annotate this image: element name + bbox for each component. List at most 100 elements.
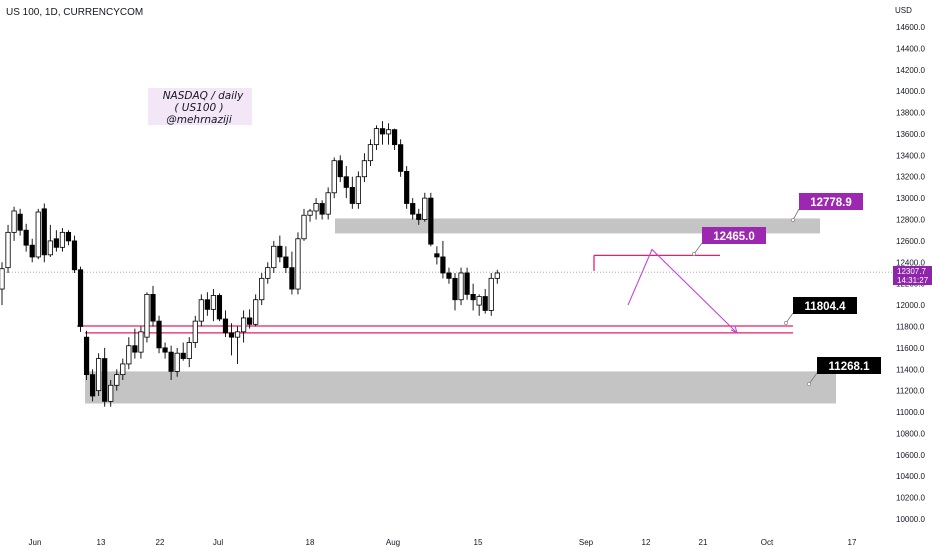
level-label-12465[interactable]: 12465.0 xyxy=(702,227,766,244)
level-anchor-1[interactable] xyxy=(791,218,795,222)
candle-body-78[interactable] xyxy=(470,293,476,301)
candle-body-70[interactable] xyxy=(422,197,428,220)
level-anchor-2[interactable] xyxy=(692,252,696,256)
candle-body-47[interactable] xyxy=(283,256,289,269)
candle-body-26[interactable] xyxy=(156,320,162,349)
candle-body-55[interactable] xyxy=(331,160,337,194)
candle-body-45[interactable] xyxy=(271,245,277,269)
candle-body-68[interactable] xyxy=(410,203,416,215)
level-anchor-3[interactable] xyxy=(784,321,788,325)
candle-body-66[interactable] xyxy=(398,144,404,172)
candle-body-20[interactable] xyxy=(120,363,126,376)
candle-body-38[interactable] xyxy=(228,332,235,338)
candle-body-63[interactable] xyxy=(379,128,386,135)
candle-body-54[interactable] xyxy=(325,192,331,215)
candle-body-31[interactable] xyxy=(186,342,192,359)
candle-body-58[interactable] xyxy=(349,187,355,204)
level-label-12778[interactable]: 12778.9 xyxy=(799,193,863,210)
candle-body-41[interactable] xyxy=(247,317,253,325)
level-label-11804[interactable]: 11804.4 xyxy=(793,297,857,314)
candle-body-37[interactable] xyxy=(222,318,229,334)
author-annotation[interactable]: NASDAQ / daily ( US100 ) @mehrnaziji xyxy=(148,88,252,126)
candle-body-6[interactable] xyxy=(35,211,41,258)
candle-body-35[interactable] xyxy=(210,295,216,310)
candle-body-14[interactable] xyxy=(83,336,90,376)
candle-body-42[interactable] xyxy=(253,299,259,325)
candle-body-56[interactable] xyxy=(337,160,343,178)
candle-body-19[interactable] xyxy=(114,374,120,386)
candle-body-82[interactable] xyxy=(494,272,500,279)
candle-body-60[interactable] xyxy=(361,160,368,178)
candle-body-81[interactable] xyxy=(488,277,494,311)
candle-body-46[interactable] xyxy=(277,245,283,258)
candle-body-80[interactable] xyxy=(482,296,488,311)
candle-body-30[interactable] xyxy=(180,352,186,359)
zone-1[interactable] xyxy=(335,218,820,234)
candle-body-67[interactable] xyxy=(404,170,410,204)
candle-body-2[interactable] xyxy=(11,210,17,233)
price-axis[interactable]: 14600.0 14400.0 14200.0 14000.0 13800.0 13600… xyxy=(896,23,925,524)
level-anchor-4[interactable] xyxy=(807,382,811,386)
candle-body-50[interactable] xyxy=(301,214,307,240)
candle-body-77[interactable] xyxy=(464,272,470,295)
candle-body-61[interactable] xyxy=(367,144,374,162)
candle-body-43[interactable] xyxy=(259,277,265,301)
candle-body-36[interactable] xyxy=(216,295,223,320)
candle-body-34[interactable] xyxy=(204,299,210,310)
candle-body-23[interactable] xyxy=(138,331,144,353)
candle-body-73[interactable] xyxy=(440,256,446,274)
candle-body-71[interactable] xyxy=(428,197,434,245)
candle-body-7[interactable] xyxy=(41,208,47,256)
candle-body-79[interactable] xyxy=(476,296,482,306)
candle-body-51[interactable] xyxy=(307,210,313,216)
annotation-line-3: @mehrnaziji xyxy=(166,114,232,126)
candle-body-4[interactable] xyxy=(23,229,29,246)
zones-layer xyxy=(85,218,836,404)
candle-body-9[interactable] xyxy=(53,238,59,248)
candle-body-5[interactable] xyxy=(29,244,35,258)
time-axis[interactable]: Jun 13 22 Jul 18 Aug 15 Sep 12 21 Oct 17 xyxy=(29,538,857,547)
candle-body-57[interactable] xyxy=(343,176,349,188)
candle-body-65[interactable] xyxy=(391,129,398,146)
candle-body-0[interactable] xyxy=(0,268,5,290)
candle-body-12[interactable] xyxy=(71,240,78,271)
candle-body-64[interactable] xyxy=(385,129,392,135)
candle-body-33[interactable] xyxy=(198,299,204,322)
candle-body-69[interactable] xyxy=(416,213,422,220)
zone-2[interactable] xyxy=(85,371,836,404)
candle-body-16[interactable] xyxy=(96,358,102,392)
candle-body-59[interactable] xyxy=(355,176,361,204)
candle-body-11[interactable] xyxy=(65,231,72,242)
candle-body-21[interactable] xyxy=(126,345,132,365)
candle-body-75[interactable] xyxy=(452,277,458,301)
candle-body-22[interactable] xyxy=(132,345,138,353)
candle-body-44[interactable] xyxy=(265,267,271,279)
candle-body-27[interactable] xyxy=(162,347,168,353)
candle-body-25[interactable] xyxy=(150,293,156,322)
candle-body-10[interactable] xyxy=(59,231,66,248)
candle-body-52[interactable] xyxy=(313,203,319,212)
candle-body-48[interactable] xyxy=(289,267,295,290)
candle-body-15[interactable] xyxy=(90,374,96,397)
projection-path[interactable] xyxy=(627,248,738,334)
candle-body-28[interactable] xyxy=(168,351,174,372)
candle-body-17[interactable] xyxy=(102,358,108,402)
candle-body-24[interactable] xyxy=(144,293,150,338)
candle-body-62[interactable] xyxy=(373,128,380,146)
candle-body-49[interactable] xyxy=(295,238,301,290)
candle-body-8[interactable] xyxy=(47,240,53,256)
candle-body-53[interactable] xyxy=(319,203,325,215)
candle-body-74[interactable] xyxy=(446,272,452,279)
candle-body-40[interactable] xyxy=(240,317,247,333)
candle-body-13[interactable] xyxy=(77,269,84,327)
candle-body-39[interactable] xyxy=(234,331,241,338)
candle-body-3[interactable] xyxy=(17,213,23,231)
candle-body-29[interactable] xyxy=(174,352,180,372)
candle-body-72[interactable] xyxy=(434,253,440,258)
level-label-11268[interactable]: 11268.1 xyxy=(817,357,881,374)
candle-body-1[interactable] xyxy=(5,231,11,269)
candle-body-76[interactable] xyxy=(458,272,464,301)
candle-body-18[interactable] xyxy=(108,384,114,402)
candle-body-32[interactable] xyxy=(192,320,198,343)
